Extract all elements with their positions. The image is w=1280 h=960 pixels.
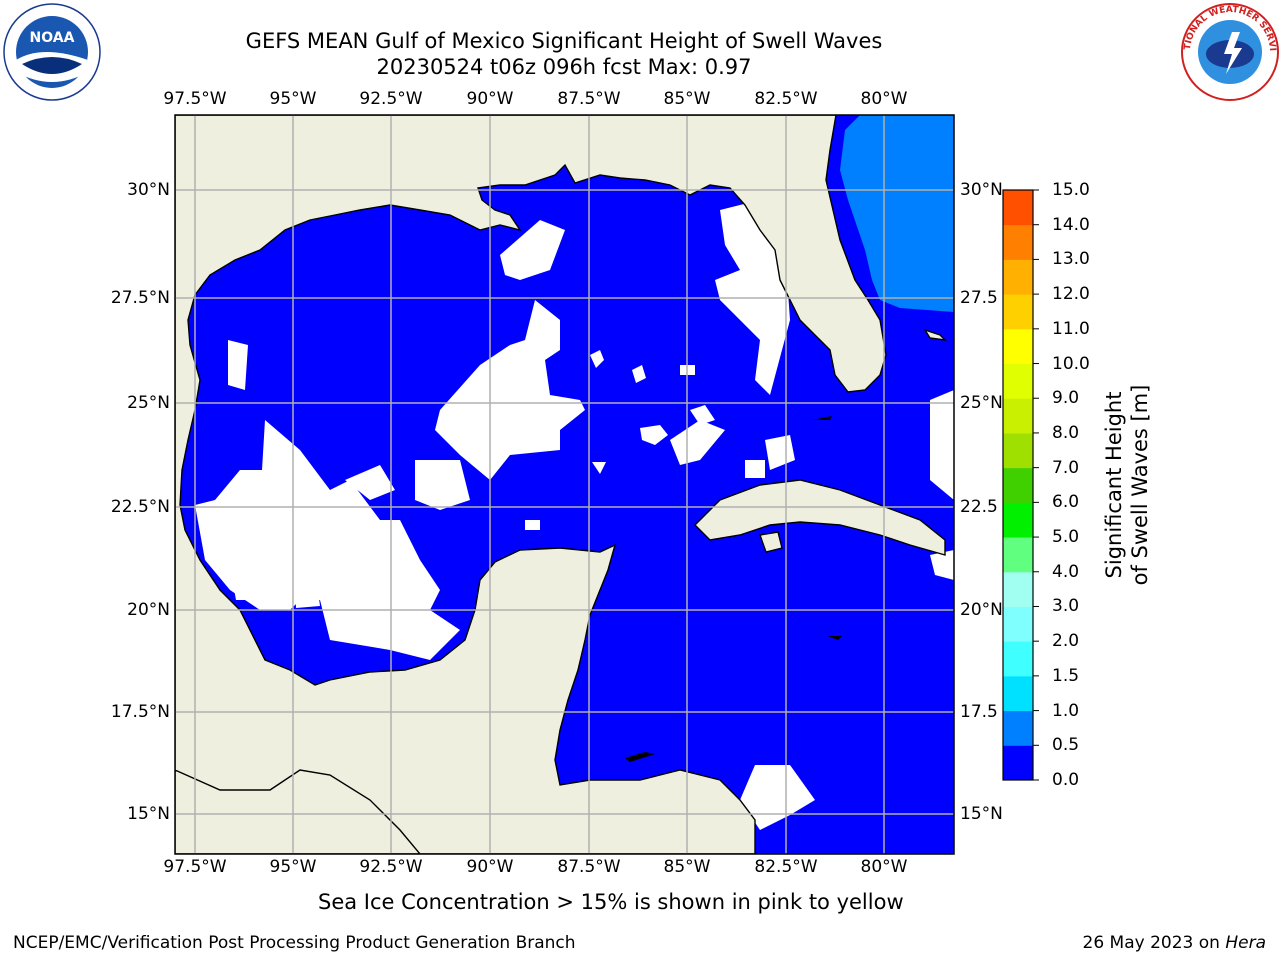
- lat-label-left: 20°N: [127, 600, 170, 620]
- colorbar-segment: [1003, 710, 1033, 746]
- lon-label-top: 97.5°W: [163, 89, 227, 109]
- colorbar-segment: [1003, 467, 1033, 503]
- colorbar-tick-label: 8.0: [1052, 422, 1080, 443]
- lat-label-right: 15°N: [960, 804, 1003, 824]
- lat-label-right: 27.5: [960, 288, 998, 308]
- lon-label-bottom: 80°W: [860, 857, 908, 877]
- north-america-coast: [175, 115, 887, 854]
- footer-machine: Hera: [1225, 933, 1266, 953]
- colorbar-tick-label: 14.0: [1052, 214, 1090, 235]
- colorbar-tick-label: 1.5: [1052, 665, 1080, 686]
- colorbar: [1002, 189, 1039, 781]
- colorbar-segment: [1003, 432, 1033, 469]
- lat-label-left: 15°N: [127, 804, 170, 824]
- lat-label-left: 22.5°N: [110, 497, 170, 517]
- lat-label-right: 30°N: [960, 180, 1003, 200]
- lon-label-top: 90°W: [466, 89, 514, 109]
- lat-label-left: 30°N: [127, 180, 170, 200]
- chart-title: GEFS MEAN Gulf of Mexico Significant Hei…: [245, 29, 883, 53]
- colorbar-segment: [1003, 398, 1033, 434]
- footer-right: 26 May 2023 on Hera: [1083, 933, 1267, 953]
- colorbar-segment: [1003, 328, 1033, 365]
- colorbar-segment: [1003, 363, 1033, 399]
- lon-label-bottom: 87.5°W: [557, 857, 621, 877]
- colorbar-segment: [1003, 745, 1033, 781]
- colorbar-segment: [1003, 606, 1033, 642]
- colorbar-frame: [1002, 189, 1034, 781]
- lon-label-bottom: 95°W: [269, 857, 317, 877]
- lat-label-left: 17.5°N: [110, 702, 170, 722]
- lon-label-top: 85°W: [663, 89, 711, 109]
- isle-of-youth: [759, 531, 783, 553]
- noaa-logo-text: NOAA: [30, 30, 75, 46]
- lon-label-bottom: 97.5°W: [163, 857, 227, 877]
- colorbar-segment: [1003, 537, 1033, 573]
- colorbar-segment: [1003, 259, 1033, 295]
- footer-left: NCEP/EMC/Verification Post Processing Pr…: [13, 933, 576, 953]
- colorbar-tick-label: 5.0: [1052, 527, 1080, 548]
- noaa-logo: NOAA: [3, 3, 101, 101]
- colorbar-tick-label: 2.0: [1052, 631, 1080, 652]
- lat-label-right: 22.5: [960, 497, 998, 517]
- colorbar-segment: [1003, 224, 1033, 260]
- lon-label-top: 95°W: [269, 89, 317, 109]
- small-islands: [625, 416, 842, 762]
- lon-label-bottom: 85°W: [663, 857, 711, 877]
- lon-label-top: 80°W: [860, 89, 908, 109]
- colorbar-segment: [1003, 675, 1033, 712]
- footer-date: 26 May 2023 on: [1082, 933, 1226, 953]
- colorbar-tick-label: 12.0: [1052, 284, 1090, 305]
- lon-label-top: 92.5°W: [359, 89, 423, 109]
- lat-label-left: 25°N: [127, 393, 170, 413]
- land: [175, 115, 947, 854]
- lat-label-right: 25°N: [960, 393, 1003, 413]
- colorbar-tick-label: 4.0: [1052, 561, 1080, 582]
- colorbar-tick-label: 13.0: [1052, 249, 1090, 270]
- lon-label-top: 87.5°W: [557, 89, 621, 109]
- lon-label-bottom: 82.5°W: [754, 857, 818, 877]
- colorbar-tick-label: 3.0: [1052, 596, 1080, 617]
- colorbar-tick-label: 6.0: [1052, 492, 1080, 513]
- atlantic-light-wave-region: [840, 115, 954, 312]
- colorbar-tick-label: 10.0: [1052, 353, 1090, 374]
- colorbar-segment: [1003, 294, 1033, 330]
- colorbar-segment: [1003, 190, 1033, 226]
- masked-region: [195, 200, 954, 830]
- colorbar-segment: [1003, 571, 1033, 607]
- colorbar-tick-label: 9.0: [1052, 388, 1080, 409]
- chart-subtitle: 20230524 t06z 096h fcst Max: 0.97: [376, 55, 752, 79]
- colorbar-title: Significant Height of Swell Waves [m]: [1102, 384, 1152, 586]
- colorbar-tick-label: 0.5: [1052, 735, 1080, 756]
- colorbar-tick-label: 1.0: [1052, 700, 1080, 721]
- lat-label-left: 27.5°N: [110, 288, 170, 308]
- lat-label-right: 20°N: [960, 600, 1003, 620]
- colorbar-segment: [1003, 502, 1033, 538]
- colorbar-tick-label: 7.0: [1052, 457, 1080, 478]
- map-frame: [174, 114, 955, 855]
- nws-logo: NATIONAL WEATHER SERVICE: [1180, 2, 1279, 101]
- lon-label-bottom: 92.5°W: [359, 857, 423, 877]
- bahamas: [923, 328, 947, 341]
- lat-label-right: 17.5: [960, 702, 998, 722]
- sea-ice-note: Sea Ice Concentration > 15% is shown in …: [318, 890, 904, 914]
- lon-label-bottom: 90°W: [466, 857, 514, 877]
- colorbar-tick-label: 0.0: [1052, 770, 1080, 790]
- colorbar-tick-label: 15.0: [1052, 180, 1090, 200]
- graticule: [175, 115, 954, 854]
- colorbar-tick-label: 11.0: [1052, 318, 1090, 339]
- colorbar-segment: [1003, 641, 1033, 677]
- lon-label-top: 82.5°W: [754, 89, 818, 109]
